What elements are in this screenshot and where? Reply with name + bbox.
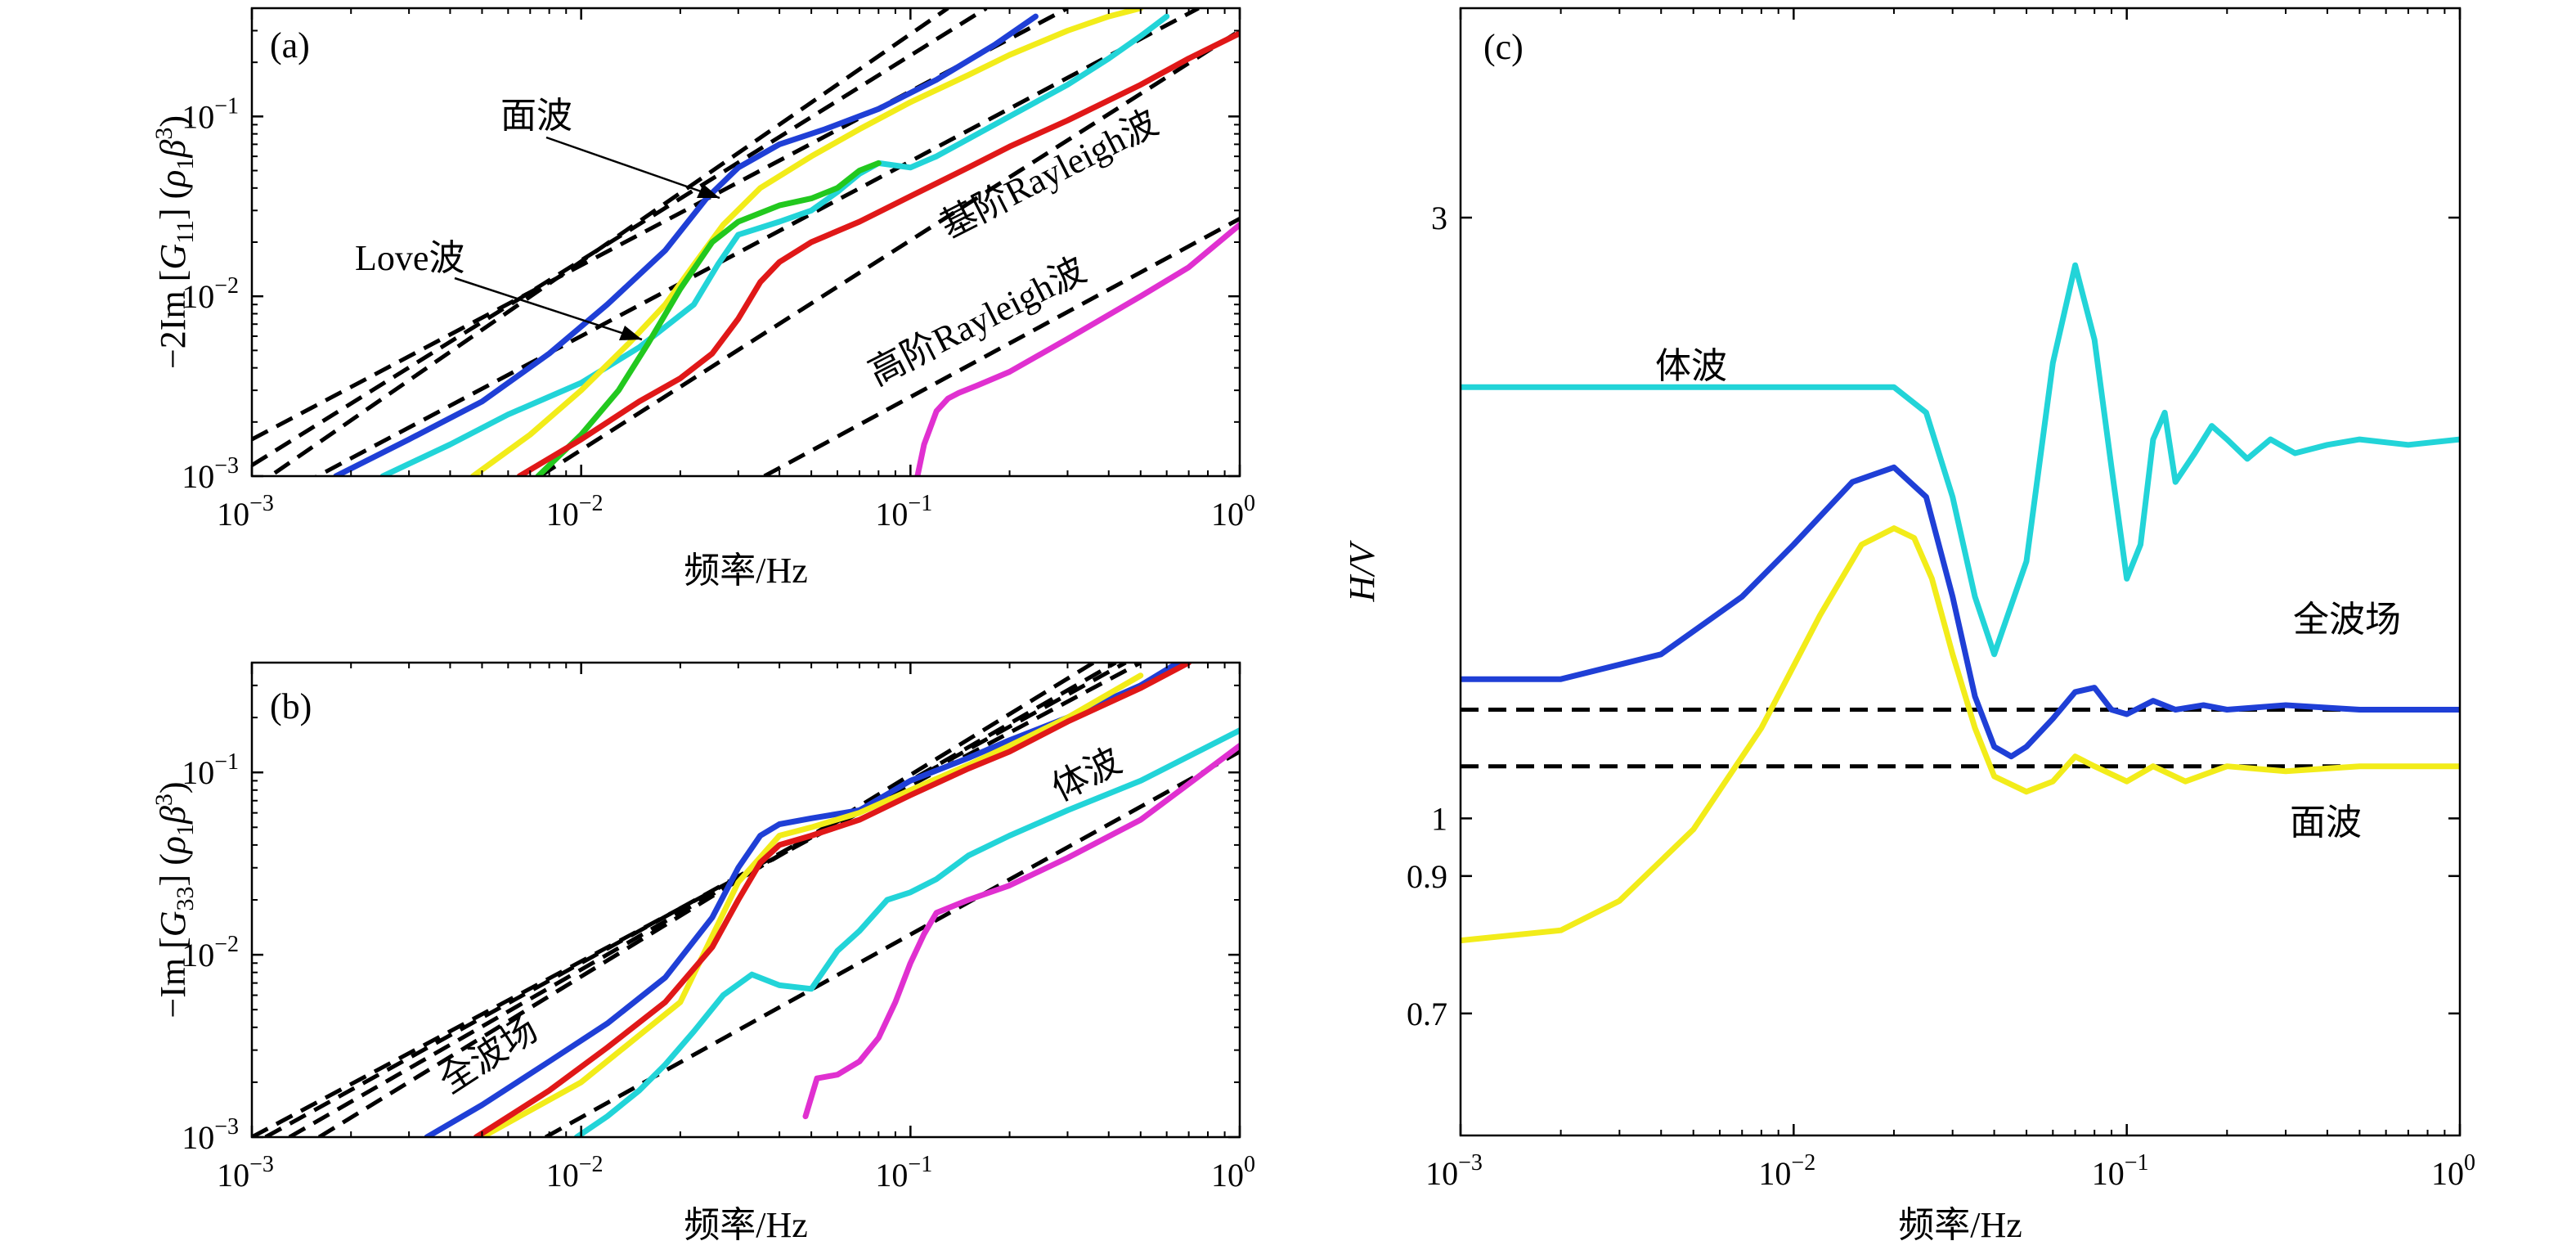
- x-tick-label: 10−1: [875, 491, 932, 533]
- series-line-rayleigh_higher_magenta: [914, 222, 1240, 476]
- arrowhead-surface-wave-a: [697, 184, 720, 198]
- reference-line: [317, 663, 1095, 1137]
- x-tick-label: 100: [1211, 491, 1255, 533]
- annotation-body-wave-b: 体波: [1045, 740, 1128, 809]
- x-tick-label: 10−3: [1425, 1150, 1483, 1192]
- ylabel-a: −2Im [G11] (ρ1β3): [150, 115, 199, 369]
- series-b: [424, 663, 1240, 1137]
- reference-lines-b: [252, 663, 1240, 1137]
- y-tick-label: 0.7: [1407, 996, 1447, 1032]
- series-c: [1461, 262, 2460, 944]
- reference-line: [252, 663, 1142, 1137]
- series-line-surface_yellow: [470, 8, 1144, 476]
- reference-line: [544, 749, 1240, 1137]
- y-tick-label: 1: [1431, 800, 1447, 837]
- annotation-body-wave-c: 体波: [1655, 346, 1727, 386]
- annotation-love-wave-a: Love波: [355, 238, 464, 278]
- x-tick-label: 10−2: [546, 1152, 604, 1194]
- panel-label-c: (c): [1483, 27, 1524, 67]
- y-tick-label: 10−1: [182, 749, 239, 791]
- xlabel-c: 频率/Hz: [1898, 1205, 2022, 1245]
- y-tick-label: 10−2: [182, 273, 239, 315]
- ticks-c: 10−3 10−2 10−1 100 0.7 0.9 1 3: [1407, 8, 2475, 1192]
- reference-lines-c: [1461, 708, 2460, 769]
- xlabel-b: 频率/Hz: [684, 1205, 808, 1245]
- ticks-b: 10−3 10−2 10−1 100 10−3 10−2 10−1: [182, 662, 1255, 1194]
- series-line-rayleigh_fund_red: [473, 663, 1192, 1137]
- xlabel-a: 频率/Hz: [684, 551, 808, 591]
- reference-line: [763, 217, 1240, 476]
- x-tick-label: 10−2: [1758, 1150, 1815, 1192]
- panel-b: 10−3 10−2 10−1 100 10−3 10−2 10−1 (b) 频率/Hz −I…: [150, 661, 1255, 1245]
- reference-line: [264, 663, 1127, 1137]
- panel-label-a: (a): [270, 25, 310, 65]
- y-tick-label: 0.9: [1407, 858, 1447, 895]
- reference-lines-a: [252, 8, 1240, 476]
- y-tick-label: 3: [1431, 200, 1447, 236]
- x-tick-label: 10−3: [217, 1152, 274, 1194]
- arrow-surface-wave-a: [545, 136, 720, 200]
- plot-frame-c: [1459, 7, 2462, 1137]
- ticks-a: 10−3 10−2 10−1 100 10−3 10−2 10−1: [182, 7, 1255, 533]
- y-tick-label: 10−2: [182, 932, 239, 973]
- y-tick-label: 10−1: [182, 93, 239, 135]
- ylabel-c: H/V: [1342, 539, 1382, 602]
- x-tick-label: 10−1: [2092, 1150, 2149, 1192]
- x-tick-label: 100: [1211, 1152, 1255, 1194]
- ylabel-b: −Im [G33] (ρ1β3): [150, 781, 199, 1018]
- x-tick-label: 100: [2431, 1150, 2475, 1192]
- series-line-surface_yellow: [479, 672, 1144, 1137]
- series-line-rayleigh_higher_magenta: [802, 743, 1240, 1120]
- y-tick-label: 10−3: [182, 1114, 239, 1156]
- reference-line: [252, 8, 1069, 442]
- series-line-total_blue: [424, 663, 1182, 1137]
- panel-c: 10−3 10−2 10−1 100 0.7 0.9 1 3 (c) 频率/Hz H/V 体波…: [1342, 7, 2475, 1245]
- series-line-body_cyan: [1461, 262, 2460, 658]
- series-line-body_cyan: [573, 727, 1240, 1137]
- arrow-love-wave-a: [454, 277, 643, 341]
- annotation-fundamental-rayleigh-a: 基阶Rayleigh波: [934, 102, 1164, 246]
- arrowhead-love-wave-a: [619, 326, 642, 340]
- x-tick-label: 10−3: [217, 491, 274, 533]
- x-tick-label: 10−2: [546, 491, 604, 533]
- annotation-higher-rayleigh-a: 高阶Rayleigh波: [862, 250, 1092, 393]
- y-tick-label: 10−3: [182, 453, 239, 495]
- series-line-rayleigh_fund_red: [516, 30, 1240, 476]
- reference-line: [267, 8, 949, 476]
- series-line-love_green: [535, 160, 882, 476]
- series-a: [333, 8, 1240, 476]
- plot-frame-b: [250, 661, 1241, 1139]
- reference-line: [312, 8, 1200, 476]
- annotation-surface-wave-c: 面波: [2290, 803, 2362, 843]
- annotation-surface-wave-a: 面波: [500, 96, 572, 136]
- panel-a: 10−3 10−2 10−1 100 10−3 10−2 10−1 (a) 频率/Hz −2…: [150, 7, 1255, 591]
- series-line-surface_yellow: [1461, 525, 2460, 944]
- series-line-total_blue: [333, 13, 1039, 476]
- annotation-full-wavefield-c: 全波场: [2293, 600, 2401, 640]
- x-tick-label: 10−1: [875, 1152, 932, 1194]
- panel-label-b: (b): [270, 686, 312, 726]
- series-line-total_blue: [1461, 464, 2460, 760]
